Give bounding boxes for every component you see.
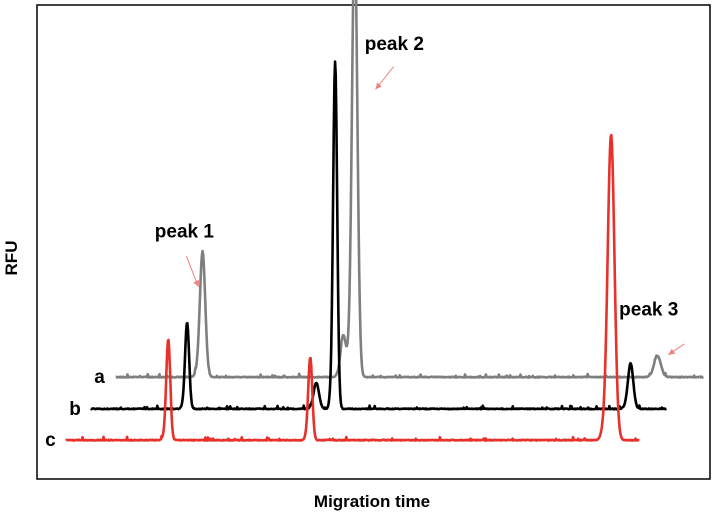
series-layer: abc <box>45 0 704 451</box>
plot-frame <box>36 4 711 480</box>
annotation-arrowhead-3 <box>668 348 676 355</box>
series-label-c: c <box>45 430 56 451</box>
series-label-b: b <box>69 399 81 420</box>
annotation-peak-2: peak 2 <box>365 34 424 55</box>
annotation-peak-1: peak 1 <box>155 221 215 242</box>
annotation-arrowhead-2 <box>375 82 382 90</box>
x-axis-label: Migration time <box>314 492 430 511</box>
annotation-peak-3: peak 3 <box>619 299 678 320</box>
series-label-a: a <box>94 367 105 388</box>
series-line-c <box>65 133 640 442</box>
y-axis-label: RFU <box>2 241 21 276</box>
annotation-layer: peak 1 peak 2 peak 3 <box>155 34 685 356</box>
annotation-arrowhead-1 <box>193 280 200 288</box>
series-line-b <box>90 60 667 411</box>
